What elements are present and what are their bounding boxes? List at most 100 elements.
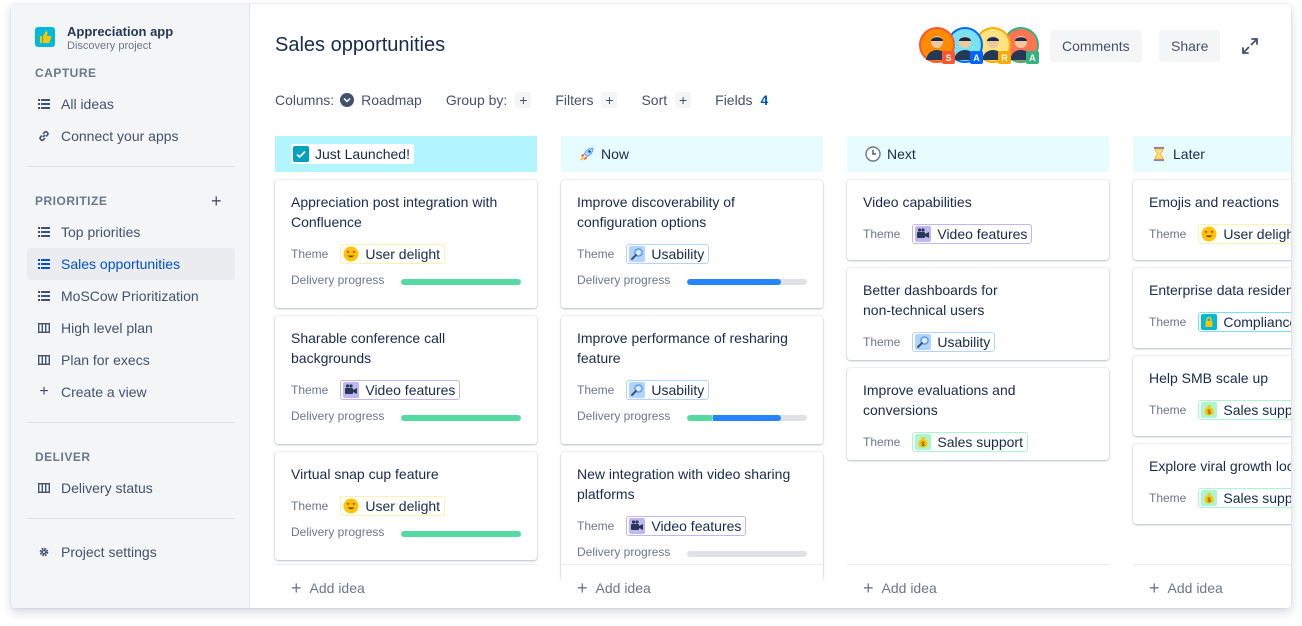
section-title-deliver: DELIVER bbox=[35, 450, 91, 464]
sort-button[interactable]: Sort + bbox=[641, 92, 692, 108]
avatar-initial-badge: S bbox=[942, 51, 955, 64]
idea-card[interactable]: Sharable conference call backgrounds Theme… bbox=[275, 316, 537, 444]
sidebar-item-top-priorities[interactable]: Top priorities bbox=[27, 216, 235, 248]
idea-card[interactable]: New integration with video sharing platfo… bbox=[561, 452, 823, 580]
avatar[interactable]: S bbox=[919, 27, 955, 64]
column-header[interactable]: Later bbox=[1133, 136, 1291, 172]
sidebar-item-project-settings[interactable]: Project settings bbox=[27, 536, 235, 568]
idea-card[interactable]: Improve performance of resharing feature T… bbox=[561, 316, 823, 444]
sidebar-item-moscow[interactable]: MoSCow Prioritization bbox=[27, 280, 235, 312]
column-header[interactable]: Just Launched! bbox=[275, 136, 537, 172]
sidebar-item-create-view[interactable]: + Create a view bbox=[27, 376, 235, 408]
idea-title-line: Virtual snap cup feature bbox=[291, 466, 439, 482]
sidebar-item-label: Create a view bbox=[61, 384, 147, 400]
columns-selector[interactable]: Columns: Roadmap bbox=[275, 92, 422, 108]
theme-chip[interactable]: $ Sales support bbox=[912, 432, 1028, 452]
sort-label: Sort bbox=[641, 92, 668, 108]
idea-title: Emojis and reactions bbox=[1149, 192, 1291, 212]
theme-chip[interactable]: Video features bbox=[340, 380, 461, 400]
link-icon bbox=[37, 130, 51, 142]
idea-card[interactable]: Appreciation post integration with Conflu… bbox=[275, 180, 537, 308]
group-by-label: Group by: bbox=[445, 92, 508, 108]
share-button[interactable]: Share bbox=[1159, 30, 1221, 62]
idea-card[interactable]: Explore viral growth loops Theme $ Sales su… bbox=[1133, 444, 1291, 524]
theme-chip[interactable]: Usability bbox=[626, 244, 710, 264]
sidebar-item-label: Plan for execs bbox=[61, 352, 150, 368]
progress-done-segment bbox=[401, 531, 521, 537]
idea-card[interactable]: Improve evaluations and conversions Theme $… bbox=[847, 368, 1109, 460]
theme-chip[interactable]: User delight bbox=[340, 244, 446, 264]
add-view-plus-icon[interactable]: + bbox=[211, 191, 222, 211]
column-footer bbox=[1133, 564, 1291, 608]
fields-button[interactable]: Fields 4 bbox=[715, 92, 768, 108]
list-icon bbox=[37, 259, 51, 269]
theme-chip[interactable]: User delight bbox=[340, 496, 446, 516]
expand-icon[interactable] bbox=[1241, 37, 1259, 55]
delivery-progress-bar bbox=[401, 279, 521, 285]
idea-title-line: Improve performance of resharing bbox=[577, 330, 788, 346]
idea-card[interactable]: Help SMB scale up Theme $ Sales support bbox=[1133, 356, 1291, 436]
theme-chip[interactable]: Video features bbox=[912, 224, 1033, 244]
theme-chip[interactable]: User delight bbox=[1198, 224, 1291, 244]
svg-text:$: $ bbox=[1208, 410, 1212, 416]
sidebar-item-plan-for-execs[interactable]: Plan for execs bbox=[27, 344, 235, 376]
sidebar-item-label: High level plan bbox=[61, 320, 153, 336]
column-title-chip: Next bbox=[863, 144, 920, 164]
idea-card[interactable]: Emojis and reactions Theme User delight bbox=[1133, 180, 1291, 260]
sidebar-item-label: Sales opportunities bbox=[61, 256, 181, 272]
column-header[interactable]: Now bbox=[561, 136, 823, 172]
add-idea-button[interactable]: + Add idea bbox=[863, 578, 937, 598]
theme-field: Theme User delight bbox=[291, 244, 446, 264]
column-header[interactable]: Next bbox=[847, 136, 1109, 172]
theme-value: Sales support bbox=[937, 434, 1023, 450]
idea-card[interactable]: Better dashboards for non-technical users… bbox=[847, 268, 1109, 360]
filters-button[interactable]: Filters + bbox=[555, 92, 618, 108]
sidebar-item-all-ideas[interactable]: All ideas bbox=[27, 88, 235, 120]
video-camera-icon bbox=[343, 382, 360, 398]
list-icon bbox=[37, 227, 51, 237]
add-idea-button[interactable]: + Add idea bbox=[1149, 579, 1223, 597]
add-idea-button[interactable]: + Add idea bbox=[291, 579, 365, 597]
idea-card[interactable]: Virtual snap cup feature Theme User deligh… bbox=[275, 452, 537, 560]
thumbs-up-icon bbox=[35, 27, 55, 47]
add-idea-button[interactable]: + Add idea bbox=[577, 579, 651, 597]
delivery-progress-bar bbox=[401, 415, 521, 421]
theme-chip[interactable]: $ Sales support bbox=[1198, 488, 1291, 508]
idea-card[interactable]: Enterprise data residency Theme Compliance bbox=[1133, 268, 1291, 348]
column-later: Later Emojis and reactions Theme User delig… bbox=[1133, 136, 1291, 608]
column-title: Now bbox=[601, 146, 630, 162]
column-title-chip: Now bbox=[577, 144, 633, 164]
theme-chip[interactable]: Video features bbox=[626, 516, 747, 536]
idea-card[interactable]: Video capabilities Theme Video features bbox=[847, 180, 1109, 260]
sidebar-item-high-level-plan[interactable]: High level plan bbox=[27, 312, 235, 344]
comments-button[interactable]: Comments bbox=[1050, 30, 1142, 62]
theme-value: Usability bbox=[651, 382, 705, 398]
theme-chip[interactable]: Usability bbox=[912, 332, 996, 352]
sidebar-item-connect-apps[interactable]: Connect your apps bbox=[27, 120, 235, 152]
delivery-progress-label: Delivery progress bbox=[291, 525, 385, 539]
theme-chip[interactable]: Usability bbox=[626, 380, 710, 400]
idea-title: Improve performance of resharing feature bbox=[577, 328, 813, 368]
section-title-capture: CAPTURE bbox=[35, 66, 97, 80]
sidebar-item-delivery-status[interactable]: Delivery status bbox=[27, 472, 235, 504]
theme-field: Theme User delight bbox=[1149, 224, 1291, 244]
idea-title-line: backgrounds bbox=[291, 350, 372, 366]
theme-chip[interactable]: Compliance bbox=[1198, 312, 1291, 332]
divider bbox=[27, 518, 235, 519]
theme-field: Theme Usability bbox=[577, 380, 710, 400]
group-by-button[interactable]: Group by: + bbox=[445, 92, 532, 108]
list-icon bbox=[37, 99, 51, 109]
theme-field: Theme Compliance bbox=[1149, 312, 1291, 332]
money-bag-icon: $ bbox=[915, 434, 932, 450]
video-camera-icon bbox=[629, 518, 646, 534]
theme-chip[interactable]: $ Sales support bbox=[1198, 400, 1291, 420]
avatar[interactable]: R bbox=[975, 27, 1011, 64]
plus-icon: + bbox=[39, 383, 49, 400]
project-header[interactable]: Appreciation app Discovery project bbox=[35, 24, 173, 54]
heart-eyes-icon bbox=[343, 246, 359, 262]
plus-icon: + bbox=[863, 578, 874, 598]
idea-card[interactable]: Improve discoverability of configuration … bbox=[561, 180, 823, 308]
sidebar-item-sales-opportunities[interactable]: Sales opportunities bbox=[27, 248, 235, 280]
idea-title: Improve discoverability of configuration … bbox=[577, 192, 813, 232]
